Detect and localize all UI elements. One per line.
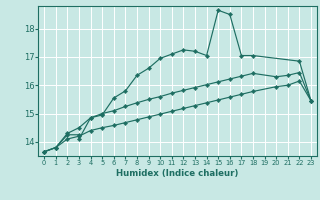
X-axis label: Humidex (Indice chaleur): Humidex (Indice chaleur) (116, 169, 239, 178)
